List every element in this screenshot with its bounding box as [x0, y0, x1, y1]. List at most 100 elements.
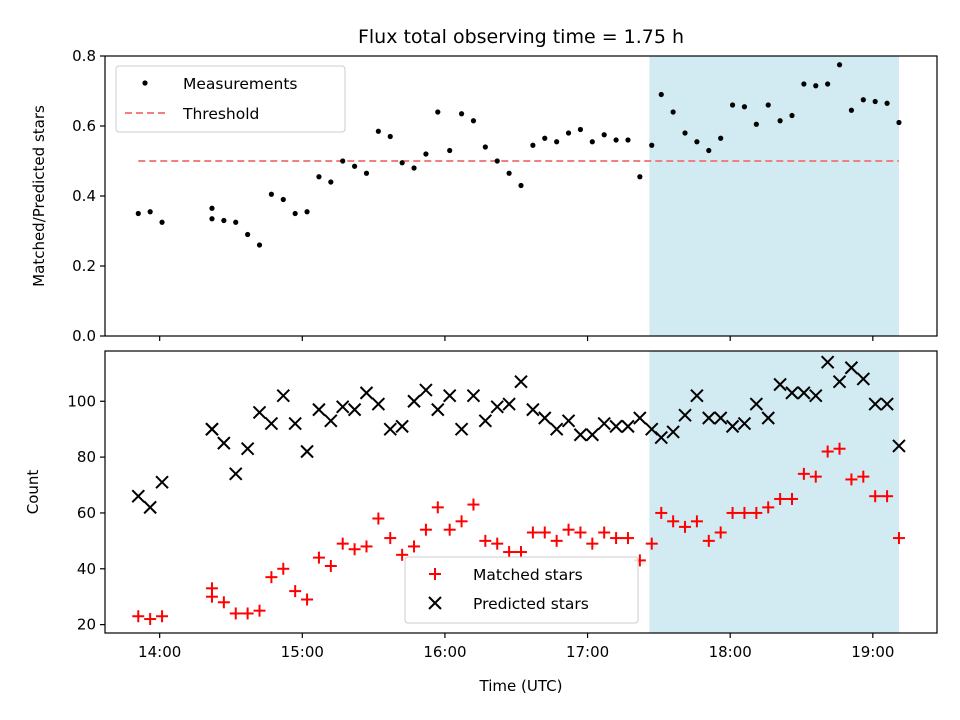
measurement-point [399, 160, 405, 166]
predicted-star-point [844, 361, 859, 375]
chart-title: Flux total observing time = 1.75 h [358, 26, 684, 48]
predicted-star-point [300, 444, 314, 459]
measurement-point [135, 210, 141, 217]
matched-star-point [598, 526, 611, 539]
predicted-star-point [526, 402, 540, 417]
predicted-star-point [155, 475, 169, 489]
x-tick-label: 18:00 [709, 643, 752, 661]
matched-star-points [132, 442, 905, 626]
matched-star-point [229, 607, 242, 620]
bottom-y-axis-label: Count [24, 470, 42, 515]
matched-star-point [538, 526, 551, 539]
measurement-point [848, 107, 855, 113]
top-y-axis-label: Matched/Predicted stars [30, 105, 48, 287]
measurement-point [577, 126, 584, 133]
matched-star-point [621, 532, 634, 545]
matched-star-point [360, 540, 373, 553]
predicted-star-point [609, 419, 623, 434]
measurement-point [530, 142, 536, 148]
matched-star-point [348, 543, 361, 556]
predicted-star-point [892, 439, 906, 453]
x-tick-label: 17:00 [566, 643, 609, 661]
measurement-point [447, 147, 453, 154]
predicted-star-point [383, 422, 397, 436]
bottom-legend-box [404, 556, 639, 624]
predicted-star-point [324, 414, 338, 428]
matched-star-point [253, 604, 266, 617]
measurement-point [470, 118, 477, 124]
measurement-point [482, 144, 488, 150]
measurement-point [340, 158, 346, 164]
measurement-point [753, 121, 759, 127]
predicted-legend-marker [428, 596, 442, 610]
measurement-point [375, 128, 381, 134]
measurement-point [363, 170, 370, 176]
matched-star-point [738, 506, 751, 519]
matched-star-point [667, 515, 680, 528]
measurement-point [860, 97, 866, 103]
legend-entry-threshold: Threshold [182, 105, 259, 123]
predicted-star-point [312, 402, 326, 417]
predicted-star-point [359, 386, 374, 400]
predicted-star-point [395, 419, 409, 434]
predicted-star-point [820, 355, 835, 369]
predicted-star-point [407, 394, 421, 408]
predicted-star-points [131, 355, 906, 515]
measurement-point [649, 142, 655, 148]
measurement-point [494, 158, 500, 164]
bottom-y-tick-label: 40 [77, 560, 96, 578]
measurement-point [896, 119, 902, 126]
predicted-star-point [143, 500, 157, 515]
measurement-point [292, 210, 298, 217]
predicted-star-point [252, 405, 267, 420]
bottom-observing-window-shade [649, 351, 899, 633]
top-y-ticks: 0.0 0.2 0.4 0.6 0.8 [72, 47, 105, 345]
matched-star-point [892, 532, 905, 545]
predicted-star-point [561, 414, 576, 428]
predicted-star-point [633, 411, 647, 425]
bottom-y-tick-label: 100 [67, 392, 96, 410]
matched-star-point [655, 506, 668, 519]
measurement-point [268, 191, 274, 197]
x-tick-label: 16:00 [423, 643, 466, 661]
predicted-star-point [597, 416, 611, 431]
predicted-star-point [702, 411, 716, 425]
measurement-point [256, 242, 263, 248]
matched-star-point [384, 532, 397, 545]
predicted-star-point [761, 411, 775, 425]
matched-star-point [515, 546, 527, 559]
bottom-plot-frame [104, 350, 938, 634]
measurements-legend-marker [142, 80, 148, 86]
flux-ratio-panel: 0.00.20.40.60.8 Matched/Predicted stars … [30, 47, 938, 345]
measurement-point [789, 112, 795, 119]
measurement-point [316, 174, 322, 180]
matched-star-point [336, 537, 349, 550]
matched-star-point [857, 470, 870, 483]
measurement-point [506, 170, 512, 176]
matched-star-point [443, 523, 456, 536]
predicted-star-point [276, 388, 290, 403]
predicted-star-point [347, 402, 362, 417]
predicted-star-point [785, 386, 799, 400]
matched-star-point [562, 523, 575, 536]
predicted-star-point [868, 397, 882, 411]
matched-star-point [574, 526, 587, 539]
measurement-point [280, 196, 286, 203]
predicted-star-point [809, 388, 823, 403]
matched-star-point [610, 532, 623, 545]
matched-star-point [750, 506, 763, 519]
measurement-point [352, 163, 358, 169]
matched-star-point [419, 523, 432, 536]
measurement-point [706, 147, 712, 154]
measurement-point [458, 111, 465, 117]
matched-star-point [690, 515, 703, 528]
measurement-point [542, 135, 548, 141]
measurement-point [613, 137, 619, 143]
x-tick-label: 15:00 [281, 643, 324, 661]
x-tick-label: 19:00 [851, 643, 894, 661]
matched-star-point [241, 607, 254, 620]
predicted-star-point [678, 408, 692, 422]
bottom-y-ticks: 20 40 60 80 100 [67, 392, 105, 634]
predicted-star-point [690, 388, 704, 403]
matched-star-point [526, 526, 539, 539]
